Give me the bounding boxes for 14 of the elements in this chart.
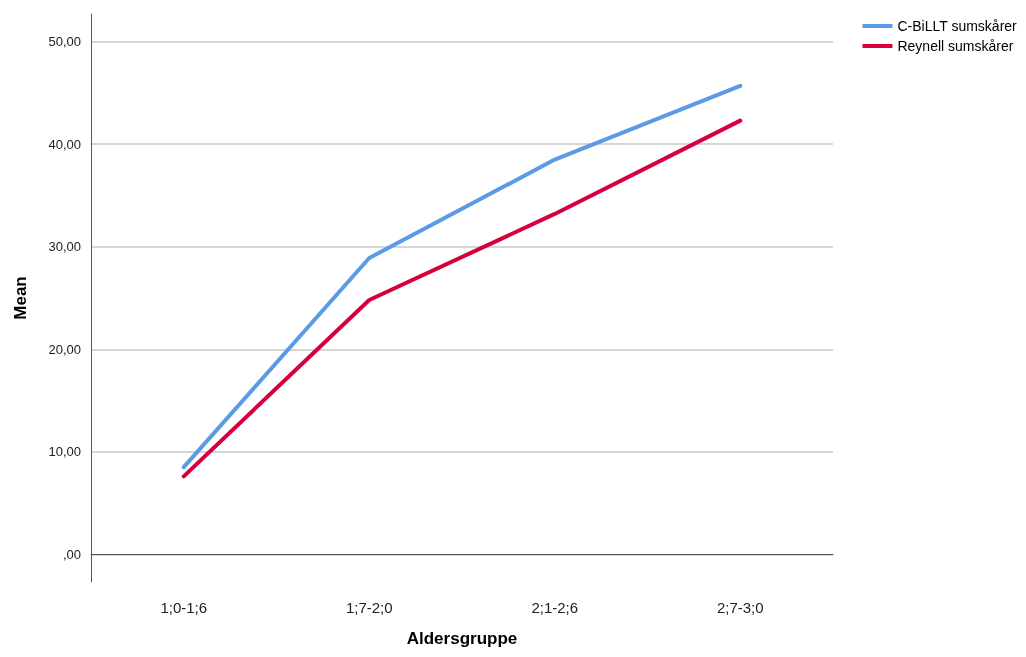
- x-tick-label: 2;1-2;6: [531, 599, 579, 616]
- y-axis-title: Mean: [11, 276, 30, 320]
- y-tick-label: 50,00: [48, 34, 81, 50]
- x-tick-label: 1;7-2;0: [345, 599, 393, 616]
- x-axis-title: Aldersgruppe: [406, 629, 518, 648]
- legend-label: C-BiLLT sumskårer: [897, 18, 1018, 34]
- y-tick-label: ,00: [62, 546, 81, 562]
- x-tick-label: 2;7-3;0: [716, 599, 764, 616]
- legend-label: Reynell sumskårer: [897, 38, 1014, 54]
- y-tick-label: 10,00: [48, 444, 81, 460]
- y-tick-label: 40,00: [48, 136, 81, 152]
- x-tick-label: 1;0-1;6: [160, 599, 208, 616]
- y-tick-label: 20,00: [48, 341, 81, 357]
- y-tick-label: 30,00: [48, 239, 81, 255]
